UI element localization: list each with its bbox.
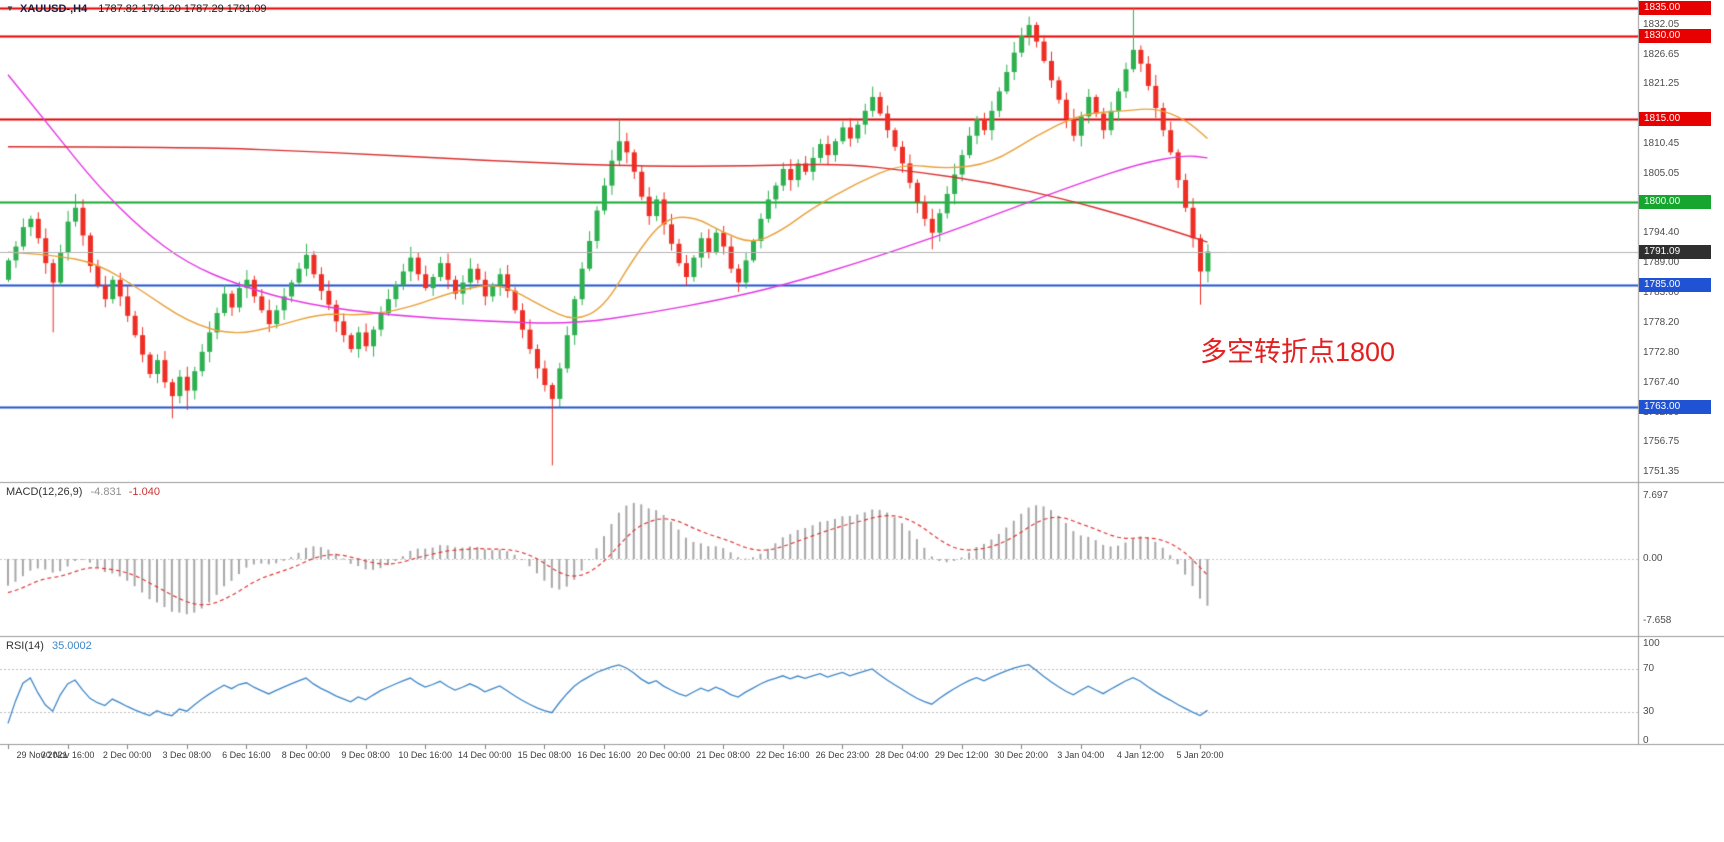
time-axis-label: 30 Dec 20:00 [994,750,1048,760]
rsi-indicator-label: RSI(14) 35.0002 [6,640,92,652]
price-axis-label: 1756.75 [1643,435,1680,447]
time-axis-label: 16 Dec 16:00 [577,750,631,760]
macd-main-value: -4.831 [90,486,122,498]
price-axis-label: 1805.05 [1643,168,1680,180]
price-axis-label: 1832.05 [1643,18,1680,30]
chart-annotation-text: 多空转折点1800 [1200,337,1396,367]
price-line-tag: 1830.00 [1639,29,1711,43]
time-axis-label: 8 Dec 00:00 [281,750,331,760]
ohlc-values: 1787.82 1791.20 1787.29 1791.09 [98,3,267,15]
price-line-tag: 1800.00 [1639,195,1711,210]
rsi-value: 35.0002 [51,640,92,652]
price-axis-label: 1794.40 [1643,227,1680,239]
time-axis-label: 21 Dec 08:00 [696,750,750,760]
price-line-tag: 1785.00 [1639,278,1711,293]
time-axis-label: 22 Dec 16:00 [756,750,810,760]
price-axis-label: 1826.65 [1643,48,1680,60]
rsi-axis-label: 70 [1643,663,1655,675]
price-axis-label: 1783.60 [1643,287,1680,299]
macd-indicator-label: MACD(12,26,9) -4.831 -1.040 [6,486,160,498]
time-axis-label: 29 Nov 2021 [16,750,68,760]
time-axis-label: 30 Nov 16:00 [40,750,95,760]
rsi-axis-label: 30 [1643,705,1655,717]
price-axis-label: 1810.45 [1643,138,1680,150]
chart-symbol-header: ▼ XAUUSD-,H4 1787.82 1791.20 1787.29 179… [6,3,267,15]
time-axis-label: 10 Dec 16:00 [398,750,452,760]
symbol-marker-icon: ▼ [6,4,14,13]
macd-name: MACD(12,26,9) [6,486,83,498]
price-axis-label: 1751.35 [1643,465,1680,477]
macd-signal-value: -1.040 [128,486,160,498]
time-axis-label: 3 Dec 08:00 [162,750,212,760]
time-axis-label: 14 Dec 00:00 [458,750,512,760]
macd-axis-label: 7.697 [1643,490,1669,502]
macd-axis-label: 0.00 [1643,553,1663,564]
symbol-period-label: XAUUSD-,H4 [19,3,88,15]
current-price-tag: 1791.09 [1639,244,1711,259]
time-axis-label: 4 Jan 12:00 [1116,750,1164,760]
price-axis-label: 1778.20 [1643,316,1680,328]
price-line-tag: 1815.00 [1639,112,1711,127]
rsi-axis-label: 0 [1643,735,1649,746]
time-axis-label: 9 Dec 08:00 [341,750,390,760]
rsi-axis-label: 100 [1643,638,1660,649]
macd-axis-label: -7.658 [1643,615,1672,627]
time-axis-label: 26 Dec 23:00 [815,750,870,760]
time-axis-label: 3 Jan 04:00 [1057,750,1105,760]
price-line-tag: 1835.00 [1639,1,1711,16]
rsi-name: RSI(14) [6,640,44,652]
time-axis-label: 2 Dec 00:00 [102,750,152,760]
price-axis-label: 1767.40 [1643,376,1680,388]
time-axis-label: 15 Dec 08:00 [517,750,572,760]
time-axis-label: 5 Jan 20:00 [1176,750,1224,760]
time-axis-label: 29 Dec 12:00 [934,750,989,760]
time-axis-label: 28 Dec 04:00 [875,750,929,760]
price-axis-label: 1772.80 [1643,346,1680,358]
time-axis-label: 6 Dec 16:00 [222,750,271,760]
price-line-tag: 1763.00 [1639,400,1711,415]
time-axis-label: 20 Dec 00:00 [636,750,691,760]
price-axis-label: 1789.00 [1643,257,1680,269]
price-axis-label: 1821.25 [1643,78,1680,90]
